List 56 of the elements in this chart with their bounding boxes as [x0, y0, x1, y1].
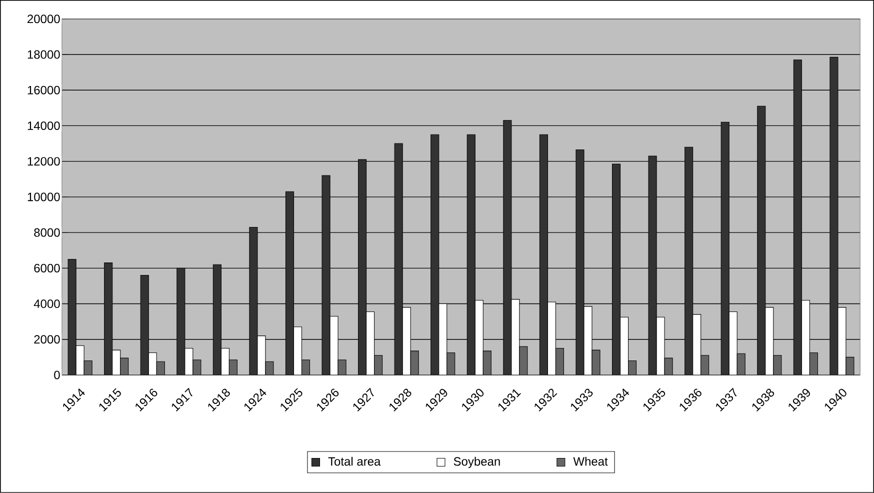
bar	[366, 312, 375, 376]
y-tick-label: 10000	[28, 192, 60, 202]
bar	[801, 300, 810, 376]
bar	[757, 106, 766, 376]
bar	[765, 307, 774, 376]
y-tick-label: 16000	[28, 86, 60, 94]
bar	[555, 348, 564, 376]
bar	[809, 352, 818, 376]
bar	[539, 134, 548, 376]
bar	[620, 316, 629, 376]
bar	[112, 350, 121, 376]
bar	[773, 355, 782, 376]
y-tick-label: 14000	[28, 122, 60, 130]
bar	[736, 353, 746, 376]
bar	[474, 300, 484, 376]
bar	[684, 146, 694, 376]
bar	[374, 355, 383, 376]
legend-label: Soybean	[454, 456, 500, 468]
bar	[692, 314, 702, 376]
bar	[793, 60, 802, 376]
bar	[184, 348, 194, 376]
bar	[358, 159, 367, 376]
bar	[176, 268, 186, 376]
bar	[220, 348, 230, 376]
bar	[482, 350, 492, 376]
y-tick-label: 12000	[28, 157, 60, 166]
legend-label: Wheat	[573, 456, 608, 466]
bar	[547, 302, 556, 376]
bar	[430, 134, 440, 376]
y-tick-label: 18000	[28, 50, 60, 59]
bar	[148, 352, 157, 376]
bar	[394, 144, 403, 376]
bar	[720, 122, 730, 376]
bar	[438, 304, 448, 376]
bar	[104, 262, 113, 376]
bar	[140, 275, 149, 376]
y-tick-label: 20000	[28, 14, 60, 24]
bar	[301, 360, 310, 376]
bar	[402, 307, 411, 376]
bar	[700, 355, 710, 376]
bar	[728, 312, 738, 376]
bar	[446, 352, 456, 376]
bar	[228, 360, 238, 376]
bar	[192, 360, 202, 376]
bar	[612, 164, 621, 376]
y-tick-label: 4000	[34, 300, 60, 308]
y-tick-label: 2000	[34, 335, 60, 344]
bar	[466, 134, 476, 376]
legend-label: Total area	[328, 456, 381, 466]
y-tick-label: 0	[54, 370, 60, 380]
bar	[212, 264, 222, 376]
bar	[285, 191, 294, 376]
bar	[293, 326, 302, 376]
bar	[410, 350, 419, 376]
y-tick-label: 6000	[34, 264, 60, 272]
y-tick-label: 8000	[34, 228, 60, 237]
